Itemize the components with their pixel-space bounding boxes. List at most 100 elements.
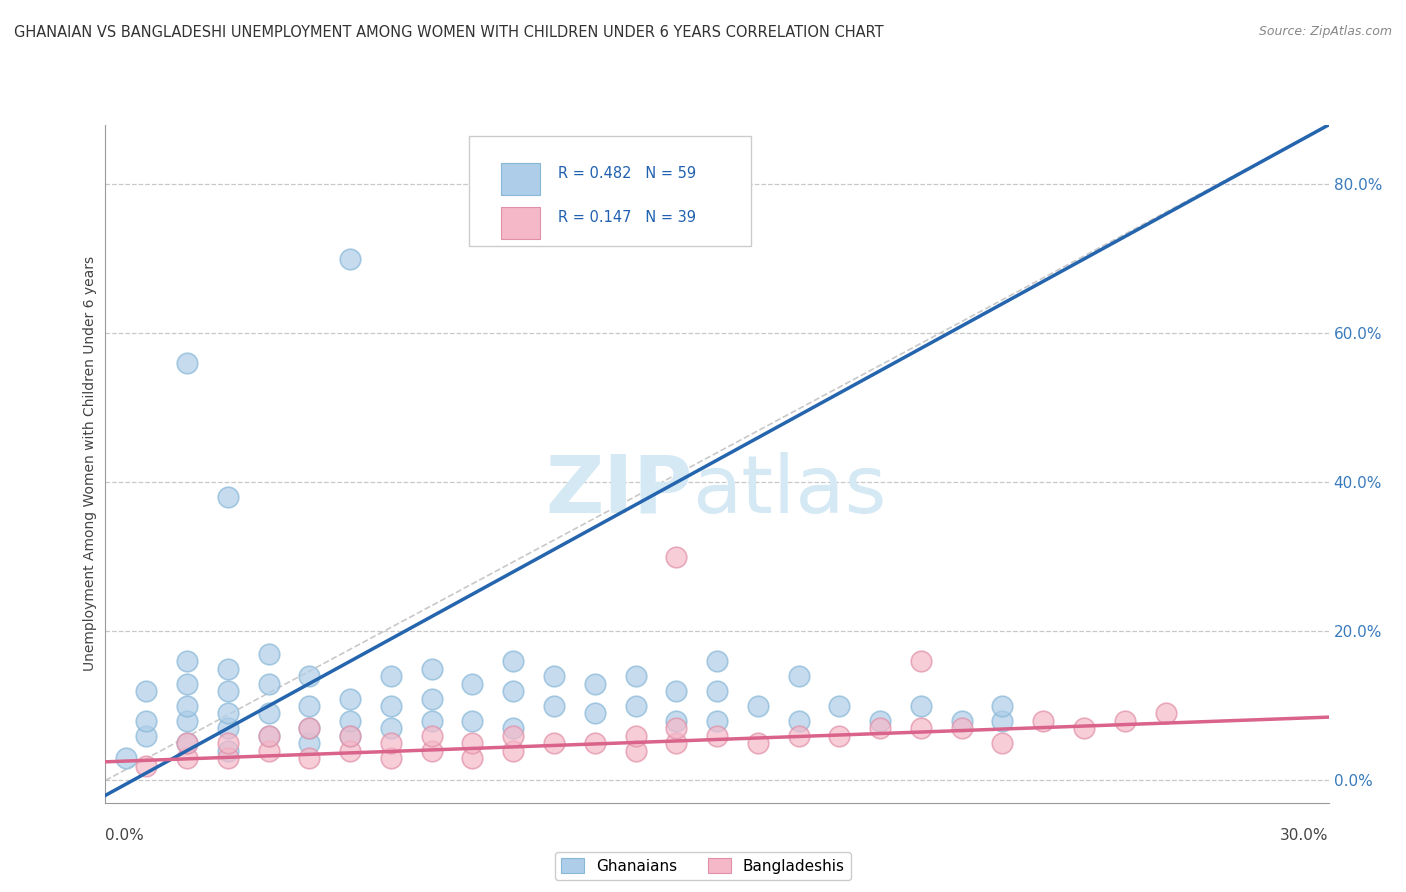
- Point: [135, 729, 157, 743]
- Text: R = 0.482   N = 59: R = 0.482 N = 59: [558, 166, 696, 181]
- Point: [502, 721, 524, 735]
- Point: [298, 721, 321, 735]
- Text: atlas: atlas: [693, 452, 887, 530]
- Bar: [501, 207, 540, 239]
- Point: [135, 684, 157, 698]
- Point: [869, 714, 891, 728]
- Point: [950, 714, 973, 728]
- Point: [339, 252, 361, 266]
- Point: [176, 356, 198, 370]
- Point: [747, 698, 769, 713]
- Point: [950, 721, 973, 735]
- Point: [624, 669, 647, 683]
- Point: [583, 676, 606, 690]
- Point: [624, 729, 647, 743]
- Point: [135, 758, 157, 772]
- Point: [380, 751, 402, 765]
- Point: [461, 714, 484, 728]
- Point: [706, 654, 728, 668]
- Point: [706, 729, 728, 743]
- Point: [380, 698, 402, 713]
- Point: [420, 691, 443, 706]
- Point: [420, 744, 443, 758]
- Bar: [501, 163, 540, 195]
- Point: [991, 736, 1014, 750]
- Point: [339, 729, 361, 743]
- Point: [176, 676, 198, 690]
- Point: [217, 662, 239, 676]
- Point: [665, 684, 688, 698]
- Point: [217, 721, 239, 735]
- Point: [787, 669, 810, 683]
- Point: [380, 721, 402, 735]
- Point: [583, 736, 606, 750]
- Point: [869, 721, 891, 735]
- Point: [1114, 714, 1136, 728]
- Point: [991, 698, 1014, 713]
- Point: [217, 684, 239, 698]
- Point: [787, 714, 810, 728]
- Text: ZIP: ZIP: [546, 452, 693, 530]
- FancyBboxPatch shape: [468, 136, 751, 245]
- Point: [461, 676, 484, 690]
- Point: [1154, 706, 1177, 721]
- Point: [339, 744, 361, 758]
- Point: [380, 669, 402, 683]
- Point: [298, 751, 321, 765]
- Point: [420, 714, 443, 728]
- Point: [257, 744, 280, 758]
- Point: [298, 669, 321, 683]
- Point: [583, 706, 606, 721]
- Point: [176, 714, 198, 728]
- Point: [257, 729, 280, 743]
- Point: [420, 729, 443, 743]
- Point: [543, 736, 565, 750]
- Point: [176, 698, 198, 713]
- Point: [624, 744, 647, 758]
- Point: [1032, 714, 1054, 728]
- Point: [502, 729, 524, 743]
- Point: [176, 654, 198, 668]
- Point: [706, 714, 728, 728]
- Y-axis label: Unemployment Among Women with Children Under 6 years: Unemployment Among Women with Children U…: [83, 256, 97, 672]
- Point: [665, 549, 688, 564]
- Point: [298, 736, 321, 750]
- Text: Source: ZipAtlas.com: Source: ZipAtlas.com: [1258, 25, 1392, 38]
- Text: 30.0%: 30.0%: [1281, 829, 1329, 843]
- Point: [828, 729, 851, 743]
- Point: [257, 706, 280, 721]
- Text: R = 0.147   N = 39: R = 0.147 N = 39: [558, 211, 696, 226]
- Point: [665, 721, 688, 735]
- Point: [420, 662, 443, 676]
- Point: [176, 736, 198, 750]
- Legend: Ghanaians, Bangladeshis: Ghanaians, Bangladeshis: [555, 852, 851, 880]
- Point: [257, 729, 280, 743]
- Point: [543, 669, 565, 683]
- Point: [380, 736, 402, 750]
- Point: [298, 698, 321, 713]
- Point: [339, 714, 361, 728]
- Point: [706, 684, 728, 698]
- Text: GHANAIAN VS BANGLADESHI UNEMPLOYMENT AMONG WOMEN WITH CHILDREN UNDER 6 YEARS COR: GHANAIAN VS BANGLADESHI UNEMPLOYMENT AMO…: [14, 25, 884, 40]
- Point: [991, 714, 1014, 728]
- Point: [217, 736, 239, 750]
- Point: [115, 751, 138, 765]
- Point: [176, 736, 198, 750]
- Point: [461, 736, 484, 750]
- Point: [257, 647, 280, 661]
- Point: [298, 721, 321, 735]
- Point: [502, 654, 524, 668]
- Point: [665, 714, 688, 728]
- Point: [1073, 721, 1095, 735]
- Point: [217, 491, 239, 505]
- Point: [624, 698, 647, 713]
- Point: [828, 698, 851, 713]
- Point: [339, 691, 361, 706]
- Point: [217, 744, 239, 758]
- Point: [910, 721, 932, 735]
- Point: [257, 676, 280, 690]
- Point: [461, 751, 484, 765]
- Point: [339, 729, 361, 743]
- Point: [217, 706, 239, 721]
- Point: [502, 684, 524, 698]
